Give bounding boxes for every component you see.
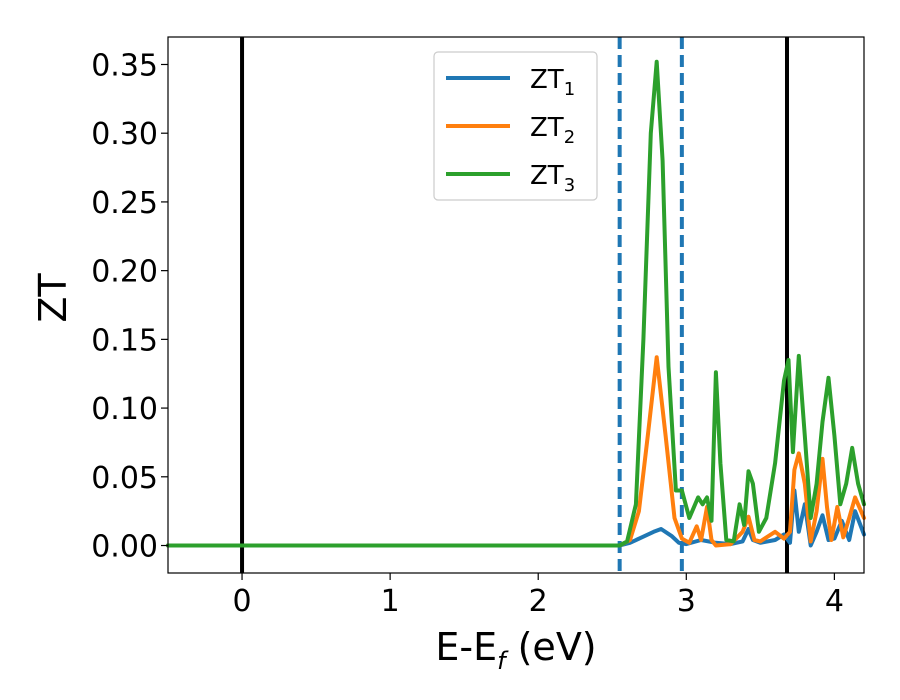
y-tick-label: 0.15	[91, 323, 158, 358]
legend-box	[433, 51, 598, 201]
series-line-zt3	[166, 59, 866, 548]
x-tick-label: 2	[529, 584, 548, 619]
series-line-zt1	[166, 488, 866, 548]
y-axis-title: ZT	[31, 273, 75, 323]
x-tick-label: 0	[232, 584, 251, 619]
y-tick-label: 0.25	[91, 186, 158, 221]
x-axis-title-unit: (eV)	[506, 625, 597, 669]
y-tick-label: 0.20	[91, 255, 158, 290]
axes: 0 1 2 3 4 0.00 0.05 0.10 0.15 0.20 0.25 0.30 0.35	[91, 36, 865, 619]
y-tick-label: 0.10	[91, 392, 158, 427]
x-tick-label: 3	[677, 584, 696, 619]
x-axis-title: E-Ef (eV)	[435, 625, 596, 675]
legend-label-zt3: ZT3	[530, 161, 575, 196]
y-tick-label: 0.05	[91, 461, 158, 496]
x-axis-title-main: E-E	[435, 625, 497, 669]
legend-label-zt1: ZT1	[530, 65, 575, 100]
vertical-reference-lines	[240, 37, 789, 573]
legend-label-zt2: ZT2	[530, 113, 575, 148]
series-lines	[166, 59, 866, 548]
legend: ZT1 ZT2 ZT3	[433, 51, 598, 201]
series-line-zt2	[166, 355, 866, 548]
x-tick-label: 4	[825, 584, 844, 619]
y-tick-label: 0.30	[91, 117, 158, 152]
y-tick-label: 0.00	[91, 530, 158, 565]
y-tick-label: 0.35	[91, 48, 158, 83]
plot-frame	[167, 36, 865, 574]
x-tick-label: 1	[381, 584, 400, 619]
